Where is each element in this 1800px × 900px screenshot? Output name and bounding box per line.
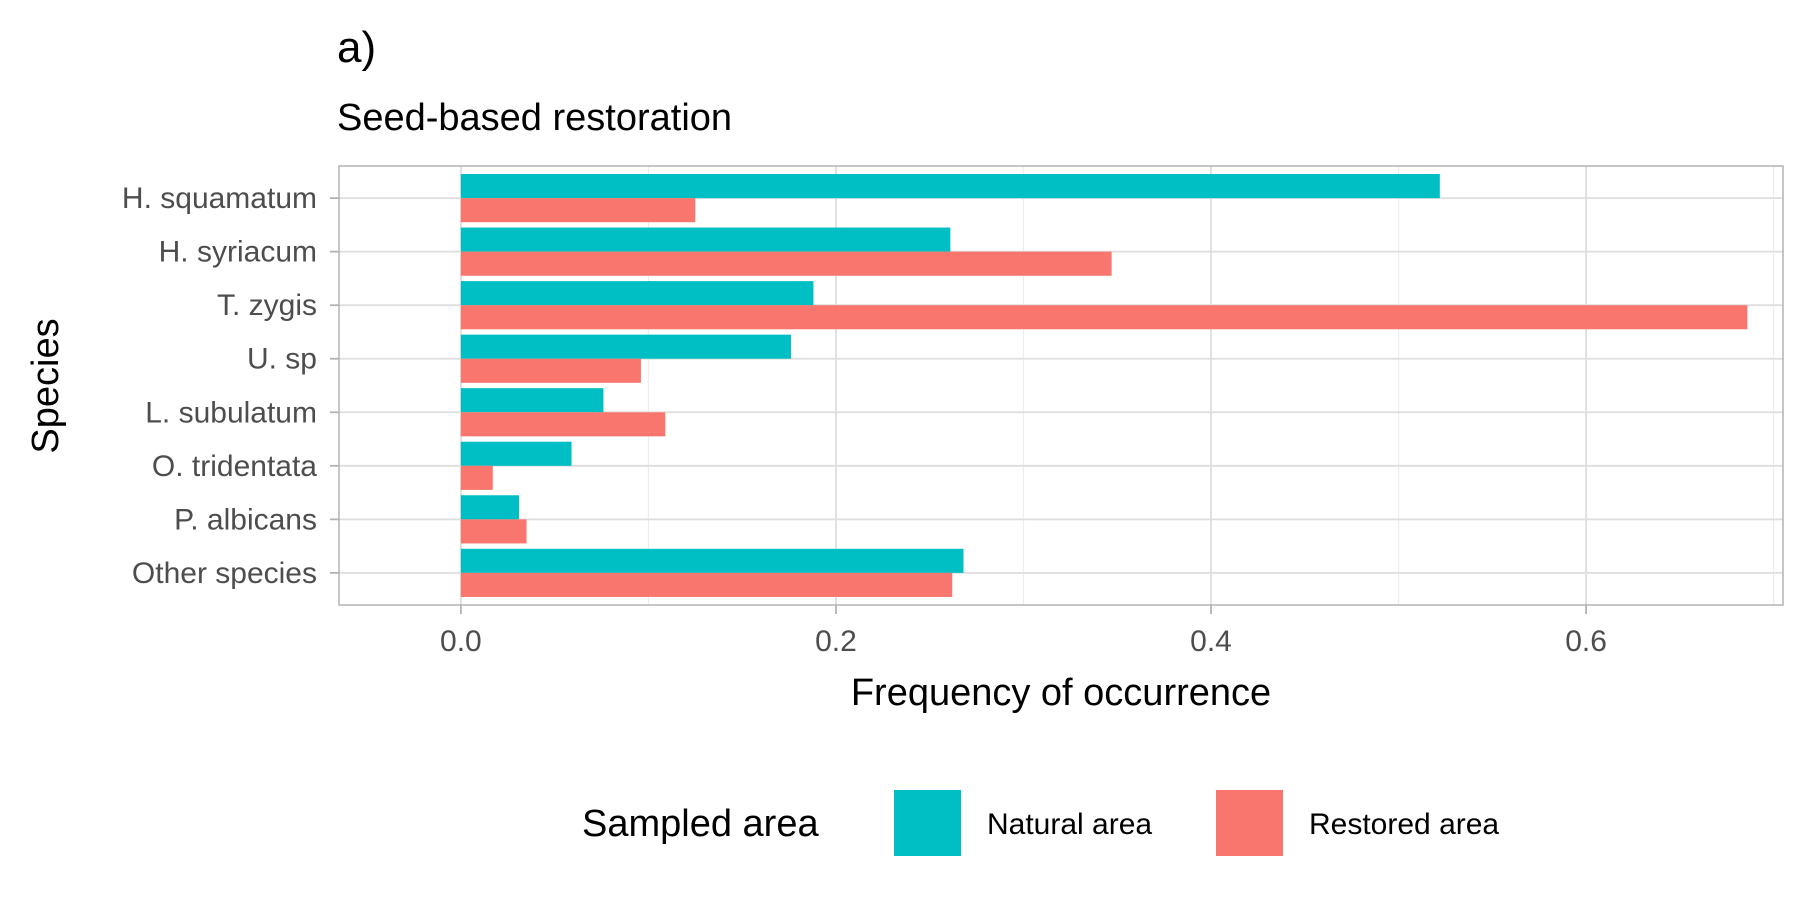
bars-layer xyxy=(460,174,1748,597)
x-tick-label-2: 0.4 xyxy=(1190,625,1232,658)
x-axis-title: Frequency of occurrence xyxy=(851,672,1271,714)
x-axis: 0.0 0.2 0.4 0.6 xyxy=(440,605,1607,658)
legend-label-restored-area: Restored area xyxy=(1309,808,1499,841)
legend-key-natural-area xyxy=(894,790,961,856)
y-tick-label-l-subulatum: L. subulatum xyxy=(145,396,317,429)
bar-l-subulatum-restored-area xyxy=(460,412,666,437)
bar-other-species-natural-area xyxy=(460,548,964,573)
legend-title: Sampled area xyxy=(582,803,819,845)
bar-h-syriacum-natural-area xyxy=(460,227,951,252)
legend-key-restored-area xyxy=(1216,790,1283,856)
bar-h-squamatum-restored-area xyxy=(460,198,696,223)
panel-label: a) xyxy=(337,23,376,72)
y-tick-label-o-tridentata: O. tridentata xyxy=(152,450,317,483)
bar-t-zygis-natural-area xyxy=(460,281,814,306)
plot-panel xyxy=(338,165,1784,606)
y-tick-label-t-zygis: T. zygis xyxy=(217,289,317,322)
bar-l-subulatum-natural-area xyxy=(460,388,604,413)
bar-t-zygis-restored-area xyxy=(460,305,1748,330)
y-tick-label-h-squamatum: H. squamatum xyxy=(122,182,317,215)
legend-label-natural-area: Natural area xyxy=(987,808,1152,841)
bar-u-sp-natural-area xyxy=(460,334,791,359)
x-tick-label-3: 0.6 xyxy=(1565,625,1607,658)
bar-o-tridentata-natural-area xyxy=(460,441,572,466)
bar-p-albicans-natural-area xyxy=(460,495,520,520)
bar-other-species-restored-area xyxy=(460,572,953,597)
y-tick-label-other-species: Other species xyxy=(132,557,317,590)
bar-u-sp-restored-area xyxy=(460,358,641,383)
y-tick-label-u-sp: U. sp xyxy=(247,343,317,376)
x-tick-label-0: 0.0 xyxy=(440,625,482,658)
y-axis-title: Species xyxy=(25,318,67,453)
chart-subtitle: Seed-based restoration xyxy=(337,97,732,139)
bar-h-squamatum-natural-area xyxy=(460,174,1440,199)
bar-h-syriacum-restored-area xyxy=(460,251,1112,276)
y-tick-label-h-syriacum: H. syriacum xyxy=(159,236,317,269)
bar-p-albicans-restored-area xyxy=(460,519,527,544)
bar-o-tridentata-restored-area xyxy=(460,465,493,490)
y-tick-label-p-albicans: P. albicans xyxy=(174,503,317,536)
y-axis: H. squamatum H. syriacum T. zygis U. sp L. s… xyxy=(122,182,339,590)
legend: Sampled area Natural area Restored area xyxy=(582,790,1499,856)
x-tick-label-1: 0.2 xyxy=(815,625,857,658)
